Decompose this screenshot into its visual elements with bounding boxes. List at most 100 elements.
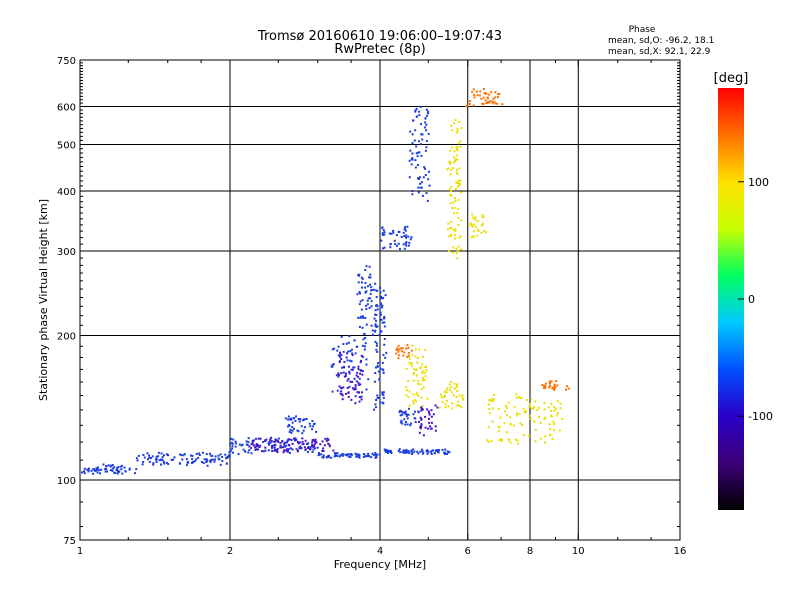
scatter-point (354, 384, 357, 387)
scatter-point (457, 185, 460, 188)
scatter-point (410, 349, 413, 352)
scatter-point (411, 142, 414, 145)
scatter-point (251, 443, 254, 446)
scatter-point (420, 186, 423, 189)
scatter-point (341, 454, 344, 457)
scatter-point (309, 447, 312, 450)
scatter-point (443, 451, 446, 454)
scatter-point (356, 391, 359, 394)
scatter-point (430, 452, 433, 455)
scatter-point (336, 455, 339, 458)
scatter-point (319, 443, 322, 446)
scatter-point (92, 468, 95, 471)
scatter-point (423, 166, 426, 169)
scatter-point (358, 292, 361, 295)
scatter-point (287, 449, 290, 452)
scatter-point (419, 182, 422, 185)
scatter-point (419, 367, 422, 370)
scatter-point (350, 452, 353, 455)
scatter-point (357, 316, 360, 319)
scatter-point (321, 456, 324, 459)
scatter-point (102, 463, 105, 466)
scatter-point (406, 389, 409, 392)
scatter-point (446, 387, 449, 390)
scatter-point (446, 228, 449, 231)
scatter-point (404, 229, 407, 232)
scatter-point (390, 451, 393, 454)
scatter-point (297, 418, 300, 421)
scatter-point (137, 454, 140, 457)
scatter-point (387, 449, 390, 452)
scatter-point (116, 466, 119, 469)
scatter-point (276, 451, 279, 454)
scatter-point (448, 235, 451, 238)
scatter-point (455, 386, 458, 389)
scatter-point (375, 399, 378, 402)
scatter-point (123, 466, 126, 469)
scatter-point (456, 173, 459, 176)
scatter-point (359, 316, 362, 319)
scatter-point (381, 232, 384, 235)
scatter-point (180, 454, 183, 457)
scatter-point (306, 446, 309, 449)
scatter-point (342, 343, 345, 346)
scatter-point (416, 374, 419, 377)
scatter-point (427, 427, 430, 430)
scatter-point (359, 383, 362, 386)
scatter-point (459, 235, 462, 238)
scatter-point (398, 411, 401, 414)
scatter-point (151, 455, 154, 458)
scatter-point (146, 458, 149, 461)
scatter-point (402, 449, 405, 452)
scatter-point (487, 100, 490, 103)
scatter-point (456, 252, 459, 255)
scatter-point (374, 453, 377, 456)
scatter-point (98, 469, 101, 472)
scatter-point (447, 405, 450, 408)
scatter-point (297, 449, 300, 452)
scatter-point (167, 462, 170, 465)
scatter-point (404, 226, 407, 229)
scatter-point (415, 115, 418, 118)
scatter-point (231, 451, 234, 454)
scatter-point (390, 232, 393, 235)
scatter-point (376, 289, 379, 292)
scatter-point (457, 182, 460, 185)
scatter-point (456, 249, 459, 252)
scatter-point (406, 343, 409, 346)
scatter-point (381, 247, 384, 250)
scatter-point (369, 276, 372, 279)
scatter-point (478, 94, 481, 97)
scatter-point (412, 371, 415, 374)
scatter-point (405, 448, 408, 451)
scatter-point (191, 457, 194, 460)
scatter-point (364, 282, 367, 285)
scatter-point (381, 391, 384, 394)
scatter-point (358, 377, 361, 380)
scatter-point (356, 293, 359, 296)
scatter-point (419, 143, 422, 146)
scatter-point (228, 451, 231, 454)
scatter-point (359, 300, 362, 303)
scatter-point (472, 216, 475, 219)
scatter-point (421, 449, 424, 452)
scatter-point (396, 347, 399, 350)
scatter-point (522, 407, 525, 410)
scatter-point (351, 352, 354, 355)
scatter-point (437, 449, 440, 452)
scatter-point (559, 402, 562, 405)
scatter-point (370, 300, 373, 303)
scatter-point (454, 188, 457, 191)
scatter-point (311, 450, 314, 453)
scatter-point (113, 471, 116, 474)
scatter-point (310, 444, 313, 447)
scatter-point (456, 211, 459, 214)
scatter-point (365, 358, 368, 361)
scatter-point (379, 303, 382, 306)
scatter-point (455, 171, 458, 174)
scatter-point (327, 455, 330, 458)
scatter-point (357, 281, 360, 284)
scatter-point (448, 451, 451, 454)
scatter-point (405, 413, 408, 416)
